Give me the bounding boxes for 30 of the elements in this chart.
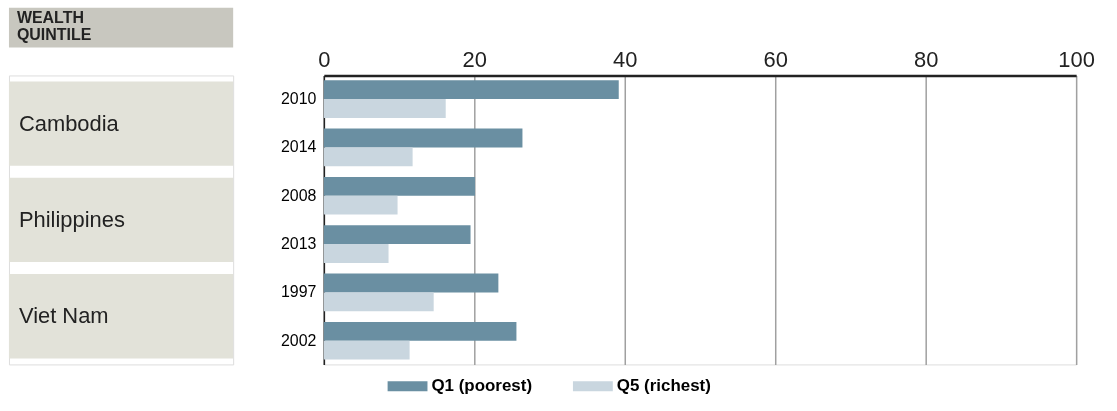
bar [323, 340, 410, 360]
y-tick-label: 2013 [280, 235, 317, 253]
bar [323, 273, 499, 293]
legend-label: Q1 (poorest) [431, 376, 533, 396]
bar [323, 99, 446, 118]
bar [323, 225, 471, 245]
bar [323, 80, 619, 100]
bar [323, 147, 413, 167]
bar [323, 292, 434, 312]
bar [323, 195, 398, 215]
x-tick-label: 0 [318, 46, 331, 72]
x-tick-label: 20 [462, 46, 487, 72]
text: Cambodia [18, 110, 120, 136]
text: Viet Nam [18, 303, 109, 329]
x-tick-label: 40 [613, 46, 638, 72]
text: Philippines [18, 206, 125, 232]
bar [323, 321, 517, 341]
bar [323, 176, 476, 196]
bar [323, 128, 523, 148]
x-tick-label: 60 [763, 46, 788, 72]
text: WEALTH QUINTILE [16, 8, 92, 43]
y-tick-label: 2014 [280, 138, 317, 156]
y-tick-label: 2002 [280, 331, 317, 349]
y-tick-label: 2008 [280, 186, 317, 204]
bar [323, 244, 389, 263]
y-tick-label: 1997 [280, 283, 317, 301]
legend-label: Q5 (richest) [616, 376, 711, 396]
x-tick-label: 80 [914, 46, 939, 72]
y-tick-label: 2010 [280, 90, 317, 108]
x-tick-label: 100 [1058, 46, 1095, 72]
